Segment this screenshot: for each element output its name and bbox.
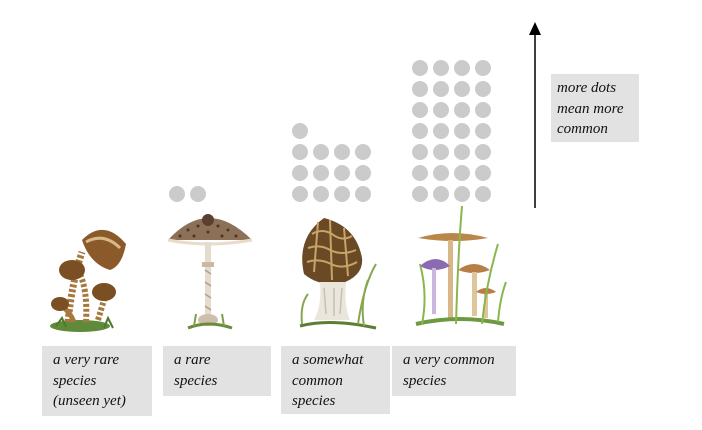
- frequency-dot: [475, 165, 491, 181]
- clustered-mushrooms-icon: [50, 229, 126, 332]
- morel-mushroom-icon: [299, 218, 377, 330]
- frequency-dot: [355, 186, 371, 202]
- label-somewhat-common: a somewhat common species: [281, 346, 390, 414]
- frequency-dot: [412, 102, 428, 118]
- frequency-dot: [475, 102, 491, 118]
- frequency-dot: [292, 144, 308, 160]
- label-rare: a rare species: [163, 346, 271, 396]
- frequency-dot: [454, 186, 470, 202]
- frequency-dot: [475, 81, 491, 97]
- frequency-dot: [454, 81, 470, 97]
- legend-note: more dots mean more common: [551, 74, 639, 142]
- frequency-dot: [433, 144, 449, 160]
- frequency-dot: [454, 102, 470, 118]
- frequency-dot: [334, 186, 350, 202]
- frequency-dot: [475, 60, 491, 76]
- frequency-dot: [433, 165, 449, 181]
- grass-mushrooms-icon: [415, 205, 507, 326]
- frequency-dot: [292, 165, 308, 181]
- label-very-rare: a very rare species (unseen yet): [42, 346, 152, 416]
- frequency-dot: [454, 123, 470, 139]
- frequency-dot: [454, 165, 470, 181]
- frequency-dot: [412, 123, 428, 139]
- frequency-dot: [313, 165, 329, 181]
- label-very-common: a very common species: [392, 346, 516, 396]
- frequency-dot: [334, 165, 350, 181]
- frequency-dot: [292, 186, 308, 202]
- frequency-dot: [334, 144, 350, 160]
- frequency-dot: [190, 186, 206, 202]
- frequency-dot: [412, 60, 428, 76]
- frequency-dot: [454, 144, 470, 160]
- frequency-dot: [433, 60, 449, 76]
- frequency-dot: [433, 102, 449, 118]
- frequency-dot: [313, 186, 329, 202]
- parasol-mushroom-icon: [167, 214, 253, 330]
- frequency-dot: [475, 123, 491, 139]
- frequency-dot: [313, 144, 329, 160]
- frequency-dot: [475, 144, 491, 160]
- frequency-dot: [355, 144, 371, 160]
- frequency-dot: [412, 144, 428, 160]
- frequency-dot: [454, 60, 470, 76]
- frequency-dot: [412, 186, 428, 202]
- up-arrow-icon: [529, 22, 541, 208]
- frequency-dot: [412, 165, 428, 181]
- frequency-dot: [433, 123, 449, 139]
- frequency-dot: [433, 186, 449, 202]
- frequency-dot: [412, 81, 428, 97]
- frequency-dot: [169, 186, 185, 202]
- frequency-dot: [475, 186, 491, 202]
- frequency-dot: [292, 123, 308, 139]
- frequency-dot: [355, 165, 371, 181]
- frequency-dot: [433, 81, 449, 97]
